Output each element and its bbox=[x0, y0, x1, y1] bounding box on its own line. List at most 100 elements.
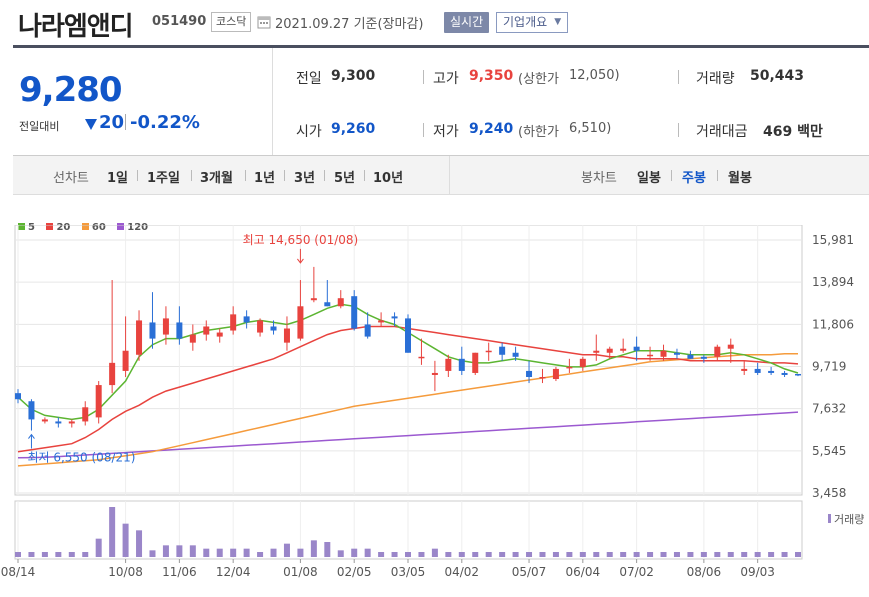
volume-bar bbox=[391, 552, 398, 557]
candle-body bbox=[297, 306, 304, 339]
candle-body bbox=[700, 356, 707, 359]
x-tick-label: 07/02 bbox=[619, 565, 654, 579]
volume-bar bbox=[458, 552, 465, 557]
high-value: 9,350 bbox=[469, 68, 514, 84]
x-tick-label: 10/08 bbox=[108, 565, 143, 579]
legend-swatch bbox=[46, 223, 54, 230]
x-tick-label: 05/07 bbox=[512, 565, 547, 579]
base-date: 2021.09.27 기준(장마감) bbox=[275, 17, 424, 32]
volume-bar bbox=[472, 552, 479, 557]
volume-bar bbox=[700, 552, 707, 557]
candle-body bbox=[176, 322, 183, 339]
candle-body bbox=[458, 358, 465, 371]
volume-bar bbox=[606, 552, 613, 557]
legend-label: 5 bbox=[28, 222, 35, 233]
volume-bar bbox=[324, 542, 331, 557]
volume-legend-label: 거래량 bbox=[834, 513, 864, 526]
candle-body bbox=[539, 376, 546, 379]
candle-body bbox=[687, 354, 694, 359]
volume-legend-swatch bbox=[828, 514, 831, 523]
period-1y[interactable]: 1년 bbox=[254, 171, 276, 186]
candle-body bbox=[526, 370, 533, 377]
candle-body bbox=[593, 350, 600, 353]
x-tick-label: 11/06 bbox=[162, 565, 197, 579]
candle-body bbox=[41, 419, 48, 422]
legend-ma20: 20 bbox=[46, 222, 70, 233]
legend-label: 60 bbox=[91, 222, 106, 233]
x-tick-label: 04/02 bbox=[444, 565, 479, 579]
period-5y[interactable]: 5년 bbox=[334, 171, 356, 186]
divider bbox=[678, 70, 679, 84]
candle-body bbox=[378, 320, 385, 323]
candle-body bbox=[324, 302, 331, 307]
volume-bar bbox=[727, 552, 734, 557]
volume-label: 거래량 bbox=[696, 71, 735, 87]
ma60-line bbox=[17, 353, 798, 467]
candle-monthly[interactable]: 월봉 bbox=[728, 171, 752, 186]
title-row: 나라엠앤디 051490 코스닥 2021.09.27 기준(장마감) 실시간 … bbox=[0, 0, 869, 46]
candle-body bbox=[606, 348, 613, 353]
volume-bar bbox=[445, 552, 452, 557]
volume-bar bbox=[431, 548, 438, 557]
candle-body bbox=[405, 318, 411, 353]
legend-swatch bbox=[81, 223, 89, 230]
divider bbox=[125, 114, 126, 130]
period-10y[interactable]: 10년 bbox=[373, 171, 404, 186]
divider bbox=[717, 170, 718, 181]
candle-body bbox=[781, 372, 788, 375]
candle-body bbox=[472, 352, 479, 373]
candle-weekly[interactable]: 주봉 bbox=[682, 171, 706, 186]
volume-bar bbox=[203, 548, 210, 557]
period-1d[interactable]: 1일 bbox=[107, 171, 129, 186]
x-tick-label: 09/03 bbox=[740, 565, 775, 579]
high-annotation: 최고 14,650 (01/08) bbox=[243, 233, 359, 247]
chart-legend: 5 20 60 120 bbox=[18, 222, 156, 233]
volume-bar bbox=[68, 552, 75, 557]
period-1w[interactable]: 1주일 bbox=[147, 171, 180, 186]
candle-body bbox=[566, 366, 573, 369]
current-price: 9,280 bbox=[19, 70, 123, 110]
chevron-down-icon: ▼ bbox=[554, 17, 562, 27]
company-info-dropdown[interactable]: 기업개요 ▼ bbox=[496, 12, 569, 33]
volume-bar bbox=[95, 538, 102, 557]
volume-bar bbox=[310, 540, 317, 557]
company-info-label: 기업개요 bbox=[503, 15, 548, 29]
realtime-button[interactable]: 실시간 bbox=[444, 12, 490, 33]
candle-daily[interactable]: 일봉 bbox=[637, 171, 661, 186]
x-tick-label: 02/05 bbox=[337, 565, 372, 579]
prev-close-label: 전일 bbox=[296, 71, 322, 87]
x-tick-label: 01/08 bbox=[283, 565, 318, 579]
period-3m[interactable]: 3개월 bbox=[200, 171, 233, 186]
candle-body bbox=[660, 350, 667, 357]
upper-limit-label: (상한가 bbox=[518, 72, 559, 87]
volume-bar bbox=[552, 552, 559, 557]
candle-body bbox=[216, 332, 223, 337]
candle-chart-label: 봉차트 bbox=[581, 171, 617, 186]
ma120-line bbox=[17, 411, 799, 459]
candle-body bbox=[55, 421, 62, 424]
trade-value: 469 백만 bbox=[763, 124, 823, 140]
stock-chart[interactable]: 15,981 13,894 11,806 9,719 7,632 5,545 3,458 08… bbox=[0, 225, 869, 597]
candle-body bbox=[257, 320, 264, 333]
open-label: 시가 bbox=[296, 124, 322, 140]
candle-body bbox=[741, 368, 748, 371]
candle-body bbox=[136, 320, 143, 355]
candle-body bbox=[485, 350, 492, 353]
volume-bar bbox=[82, 552, 89, 557]
candle-body bbox=[552, 368, 559, 380]
period-3y[interactable]: 3년 bbox=[294, 171, 316, 186]
volume-bar bbox=[673, 552, 680, 557]
volume-bar bbox=[741, 552, 748, 557]
volume-bar bbox=[189, 545, 196, 557]
candle-body bbox=[579, 358, 586, 367]
change-percent: -0.22% bbox=[130, 112, 200, 133]
divider bbox=[423, 123, 424, 137]
period-bar: 선차트 1일 1주일 3개월 1년 3년 5년 10년 봉차트 일봉 주봉 월봉 bbox=[13, 156, 869, 195]
y-tick-label: 3,458 bbox=[812, 486, 846, 500]
candle-body bbox=[418, 356, 425, 359]
divider bbox=[364, 170, 365, 181]
y-tick-label: 13,894 bbox=[812, 275, 854, 289]
change-label: 전일대비 bbox=[19, 120, 60, 133]
candle-body bbox=[647, 354, 654, 357]
volume-bar bbox=[714, 552, 721, 557]
